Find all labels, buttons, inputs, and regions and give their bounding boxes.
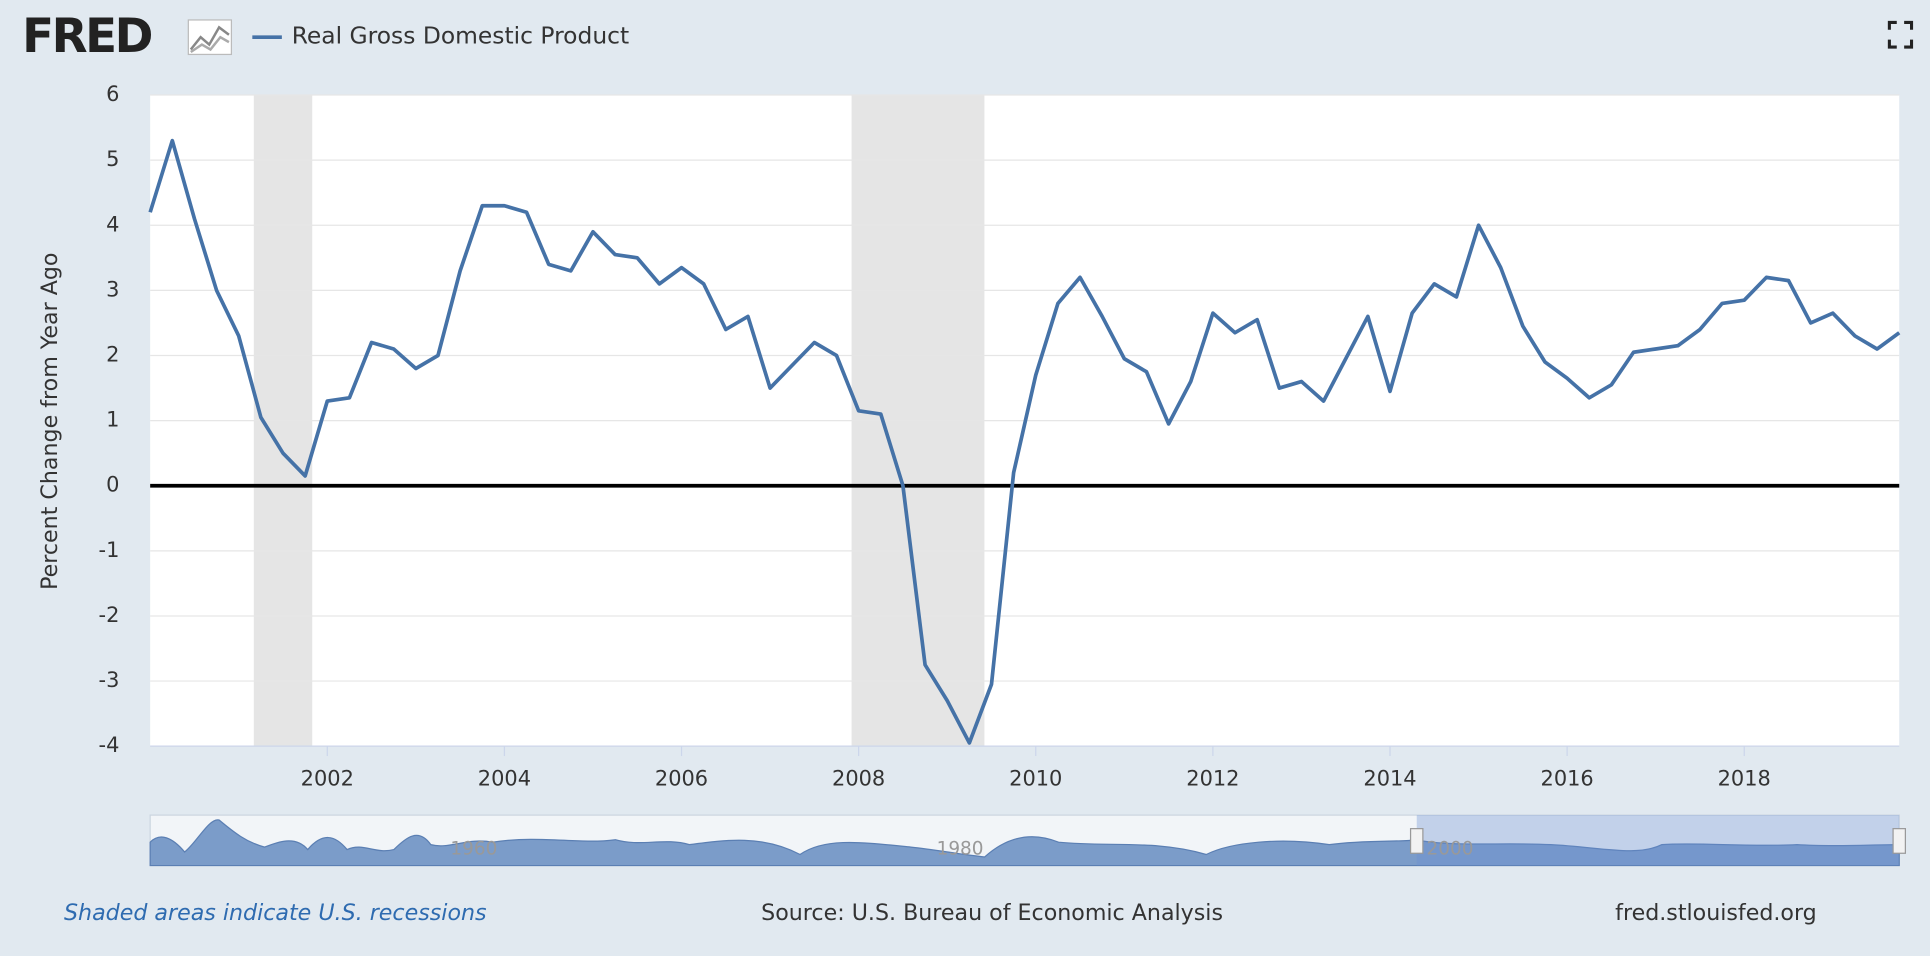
y-tick-label: 3 xyxy=(106,277,119,301)
y-tick-label: -3 xyxy=(99,668,120,692)
x-tick-label: 2008 xyxy=(832,766,885,790)
recession-note: Shaded areas indicate U.S. recessions xyxy=(64,900,487,926)
y-tick-label: 1 xyxy=(106,408,119,432)
x-tick-label: 2016 xyxy=(1541,766,1594,790)
y-tick-label: 4 xyxy=(106,212,119,236)
legend-label[interactable]: Real Gross Domestic Product xyxy=(292,22,629,50)
y-tick-label: 2 xyxy=(106,342,119,366)
fullscreen-icon[interactable] xyxy=(1887,20,1914,49)
logo: FRED xyxy=(22,10,152,64)
navigator[interactable] xyxy=(149,814,1906,867)
site-url[interactable]: fred.stlouisfed.org xyxy=(1615,900,1817,926)
series-line xyxy=(148,138,1901,745)
y-tick-label: -1 xyxy=(99,538,120,562)
y-tick-label: 6 xyxy=(106,82,119,106)
x-tick-label: 2004 xyxy=(478,766,531,790)
x-tick-label: 2018 xyxy=(1718,766,1771,790)
source: Source: U.S. Bureau of Economic Analysis xyxy=(761,900,1223,926)
y-axis-label: Percent Change from Year Ago xyxy=(37,253,63,590)
x-tick-label: 2006 xyxy=(655,766,708,790)
y-tick-label: 0 xyxy=(106,473,119,497)
navigator-label: 1960 xyxy=(450,839,497,860)
x-tick-label: 2012 xyxy=(1186,766,1239,790)
logo-icon xyxy=(187,19,233,56)
y-tick-label: -4 xyxy=(99,733,120,757)
navigator-label: 2000 xyxy=(1426,839,1473,860)
x-tick-label: 2010 xyxy=(1009,766,1062,790)
y-tick-label: 5 xyxy=(106,147,119,171)
y-tick-label: -2 xyxy=(99,603,120,627)
x-tick-label: 2014 xyxy=(1363,766,1416,790)
x-tick-label: 2002 xyxy=(301,766,354,790)
navigator-label: 1980 xyxy=(937,839,984,860)
